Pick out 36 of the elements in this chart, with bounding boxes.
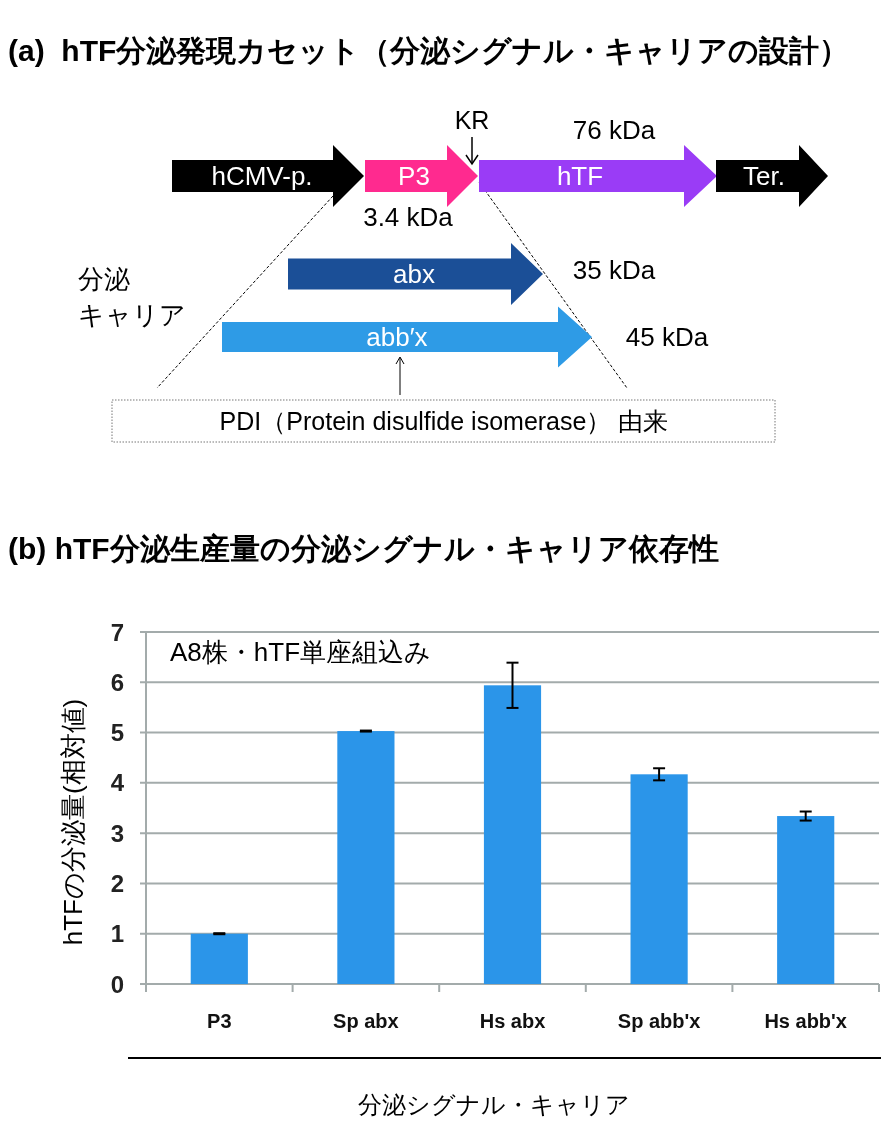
x-tick-label: Sp abx <box>333 1010 399 1032</box>
text: hTF <box>556 161 604 191</box>
text: abx <box>393 259 435 289</box>
x-tick-label: P3 <box>207 1010 232 1032</box>
bar <box>190 933 248 984</box>
bar <box>777 816 835 984</box>
bar <box>483 685 542 984</box>
y-tick-label: 4 <box>110 769 125 797</box>
y-tick-label: 7 <box>110 618 124 646</box>
text: Ter. <box>743 161 785 191</box>
x-tick-label: Sp abb'x <box>617 1010 701 1032</box>
x-tick-label: Hs abb'x <box>764 1010 847 1032</box>
text: KR <box>454 106 490 134</box>
text: 3.4 kDa <box>363 202 454 232</box>
y-tick-label: 6 <box>110 668 124 696</box>
y-tick-label: 2 <box>110 869 124 897</box>
text: (a) hTF分泌発現カセット（分泌シグナル・キャリアの設計） <box>8 33 850 67</box>
bar <box>337 731 395 984</box>
text: abb′x <box>366 322 428 352</box>
y-tick-label: 3 <box>110 819 124 847</box>
y-tick-label: 0 <box>110 970 124 998</box>
x-tick-label: Hs abx <box>479 1010 546 1032</box>
text: 76 kDa <box>572 115 656 145</box>
annotation: A8株・hTF単座組込み <box>170 637 432 667</box>
text: P3 <box>398 161 430 191</box>
bar <box>630 774 688 984</box>
text: 35 kDa <box>572 255 656 285</box>
text: 45 kDa <box>625 322 709 352</box>
text: hCMV-p. <box>211 161 313 191</box>
text: 分泌キャリア <box>78 264 186 330</box>
y-tick-label: 5 <box>110 719 124 747</box>
y-axis-title: hTFの分泌量(相対値) <box>58 698 88 946</box>
y-tick-label: 1 <box>110 920 124 948</box>
text: PDI（Protein disulfide isomerase） 由来 <box>219 407 669 435</box>
chart-title: (b) hTF分泌生産量の分泌シグナル・キャリア依存性 <box>8 531 719 565</box>
x-axis-title: 分泌シグナル・キャリア <box>358 1090 630 1118</box>
